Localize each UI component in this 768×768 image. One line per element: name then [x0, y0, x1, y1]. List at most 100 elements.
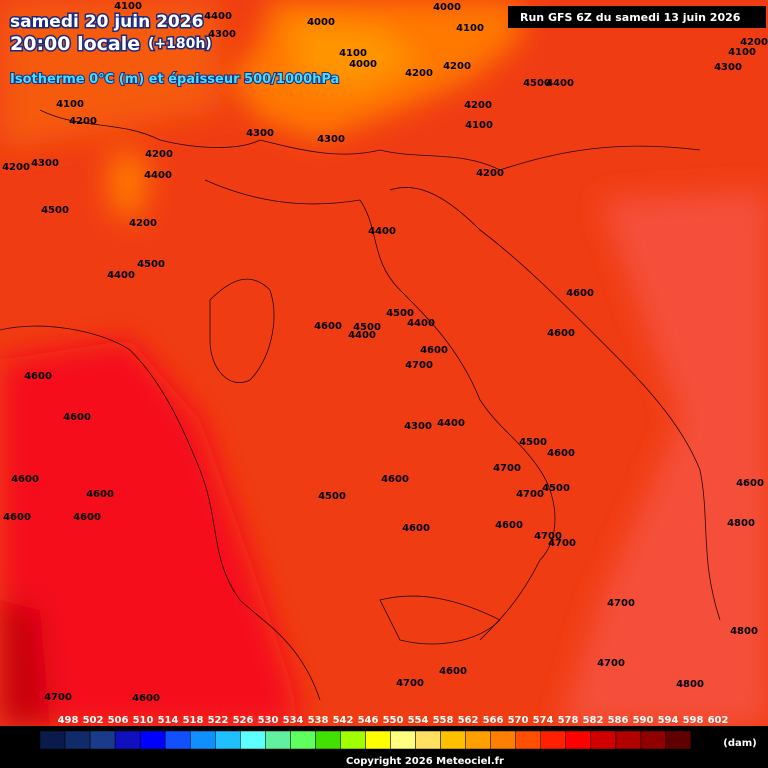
contour-label: 4300: [404, 421, 432, 432]
contour-label: 4700: [607, 598, 635, 609]
colorbar-label: 574: [533, 715, 554, 726]
colorbar-label: 514: [158, 715, 179, 726]
contour-label: 4500: [519, 437, 547, 448]
contour-label: 4400: [348, 330, 376, 341]
colorbar-swatch: [640, 730, 667, 750]
contour-label: 4300: [714, 62, 742, 73]
contour-label: 4700: [516, 489, 544, 500]
contour-label: 4600: [3, 512, 31, 523]
colorbar-label: 590: [633, 715, 654, 726]
contour-label: 4800: [730, 626, 758, 637]
contour-label: 4600: [11, 474, 39, 485]
colorbar-label: 562: [458, 715, 479, 726]
colorbar-label: 546: [358, 715, 379, 726]
contour-label: 4300: [208, 29, 236, 40]
contour-label: 4700: [597, 658, 625, 669]
contour-label: 4400: [368, 226, 396, 237]
contour-label: 4100: [456, 23, 484, 34]
contour-label: 4000: [433, 2, 461, 13]
contour-label: 4200: [405, 68, 433, 79]
contour-label: 4300: [31, 158, 59, 169]
colorbar-label: 602: [708, 715, 729, 726]
colorbar-label: 550: [383, 715, 404, 726]
colorbar-swatch: [665, 730, 692, 750]
contour-label: 4600: [439, 666, 467, 677]
run-info: Run GFS 6Z du samedi 13 juin 2026: [520, 11, 741, 24]
contour-label: 4600: [566, 288, 594, 299]
contour-label: 4100: [465, 120, 493, 131]
contour-label: 4200: [443, 61, 471, 72]
contour-label: 4400: [107, 270, 135, 281]
colorbar-swatch: [565, 730, 592, 750]
colorbar-swatch: [465, 730, 491, 750]
contour-label: 4600: [420, 345, 448, 356]
contour-label: 4700: [534, 531, 562, 542]
contour-label: 4100: [114, 1, 142, 12]
colorbar-label: 570: [508, 715, 529, 726]
colorbar-swatch: [590, 730, 617, 750]
colorbar-swatch: [490, 730, 516, 750]
contour-label: 4600: [381, 474, 409, 485]
colorbar-label: 538: [308, 715, 329, 726]
coastlines: [0, 109, 721, 701]
colorbar-swatch: [315, 730, 341, 750]
contour-label: 4600: [402, 523, 430, 534]
contour-label: 4200: [129, 218, 157, 229]
colorbar-label: 594: [658, 715, 679, 726]
colorbar-label: 530: [258, 715, 279, 726]
contour-labels: 4100 400040004400430041004100400042004200…: [2, 1, 768, 704]
contour-label: 4600: [495, 520, 523, 531]
contour-label: 4200: [464, 100, 492, 111]
colorbar-swatch: [114, 730, 141, 750]
contour-label: 4800: [727, 518, 755, 529]
contour-label: 4700: [493, 463, 521, 474]
contour-label: 4400: [204, 11, 232, 22]
lead-time: (+180h): [148, 36, 212, 52]
colorbar-label: 522: [208, 715, 229, 726]
colorbar-label: 510: [133, 715, 154, 726]
contour-label: 4600: [314, 321, 342, 332]
contour-label: 4300: [317, 134, 345, 145]
contour-label: 4500: [353, 322, 381, 333]
contour-label: 4100: [728, 47, 756, 58]
colorbar-swatch: [189, 730, 216, 750]
colorbar-label: 586: [608, 715, 629, 726]
map-date: samedi 20 juin 2026: [10, 12, 203, 32]
contour-label: 4100: [339, 48, 367, 59]
colorbar-swatch: [390, 730, 416, 750]
colorbar: 498 502 506 510 514 518 522 526 530 534 538 542 546 5…: [39, 715, 729, 750]
colorbar-swatch: [615, 730, 642, 750]
contour-label: 4600: [736, 478, 764, 489]
contour-label: 4700: [405, 360, 433, 371]
field-shading: [0, 0, 768, 726]
colorbar-label: 498: [58, 715, 79, 726]
contour-label: 4700: [396, 678, 424, 689]
contour-label: 4200: [476, 168, 504, 179]
contour-label: 4600: [63, 412, 91, 423]
contour-label: 4000: [349, 59, 377, 70]
colorbar-swatch: [215, 730, 241, 750]
colorbar-label: 578: [558, 715, 579, 726]
run-banner: [508, 6, 766, 28]
colorbar-label: 526: [233, 715, 254, 726]
contour-label: 4500: [137, 259, 165, 270]
colorbar-swatch: [290, 730, 316, 750]
colorbar-swatch: [139, 730, 166, 750]
colorbar-label: 558: [433, 715, 454, 726]
colorbar-swatch: [690, 730, 717, 750]
colorbar-label: 566: [483, 715, 504, 726]
map-time: 20:00 locale: [10, 33, 140, 55]
colorbar-swatch: [265, 730, 291, 750]
copyright: Copyright 2026 Meteociel.fr: [346, 756, 504, 767]
colorbar-label: 502: [83, 715, 104, 726]
contour-label: 4800: [676, 679, 704, 690]
colorbar-swatch: [440, 730, 466, 750]
contour-label: 4600: [547, 328, 575, 339]
colorbar-swatch: [415, 730, 441, 750]
colorbar-swatch: [39, 730, 66, 750]
contour-label: 4600: [132, 693, 160, 704]
colorbar-swatch: [515, 730, 541, 750]
colorbar-label: 598: [683, 715, 704, 726]
contour-label: 4200: [69, 116, 97, 127]
colorbar-swatch: [365, 730, 391, 750]
